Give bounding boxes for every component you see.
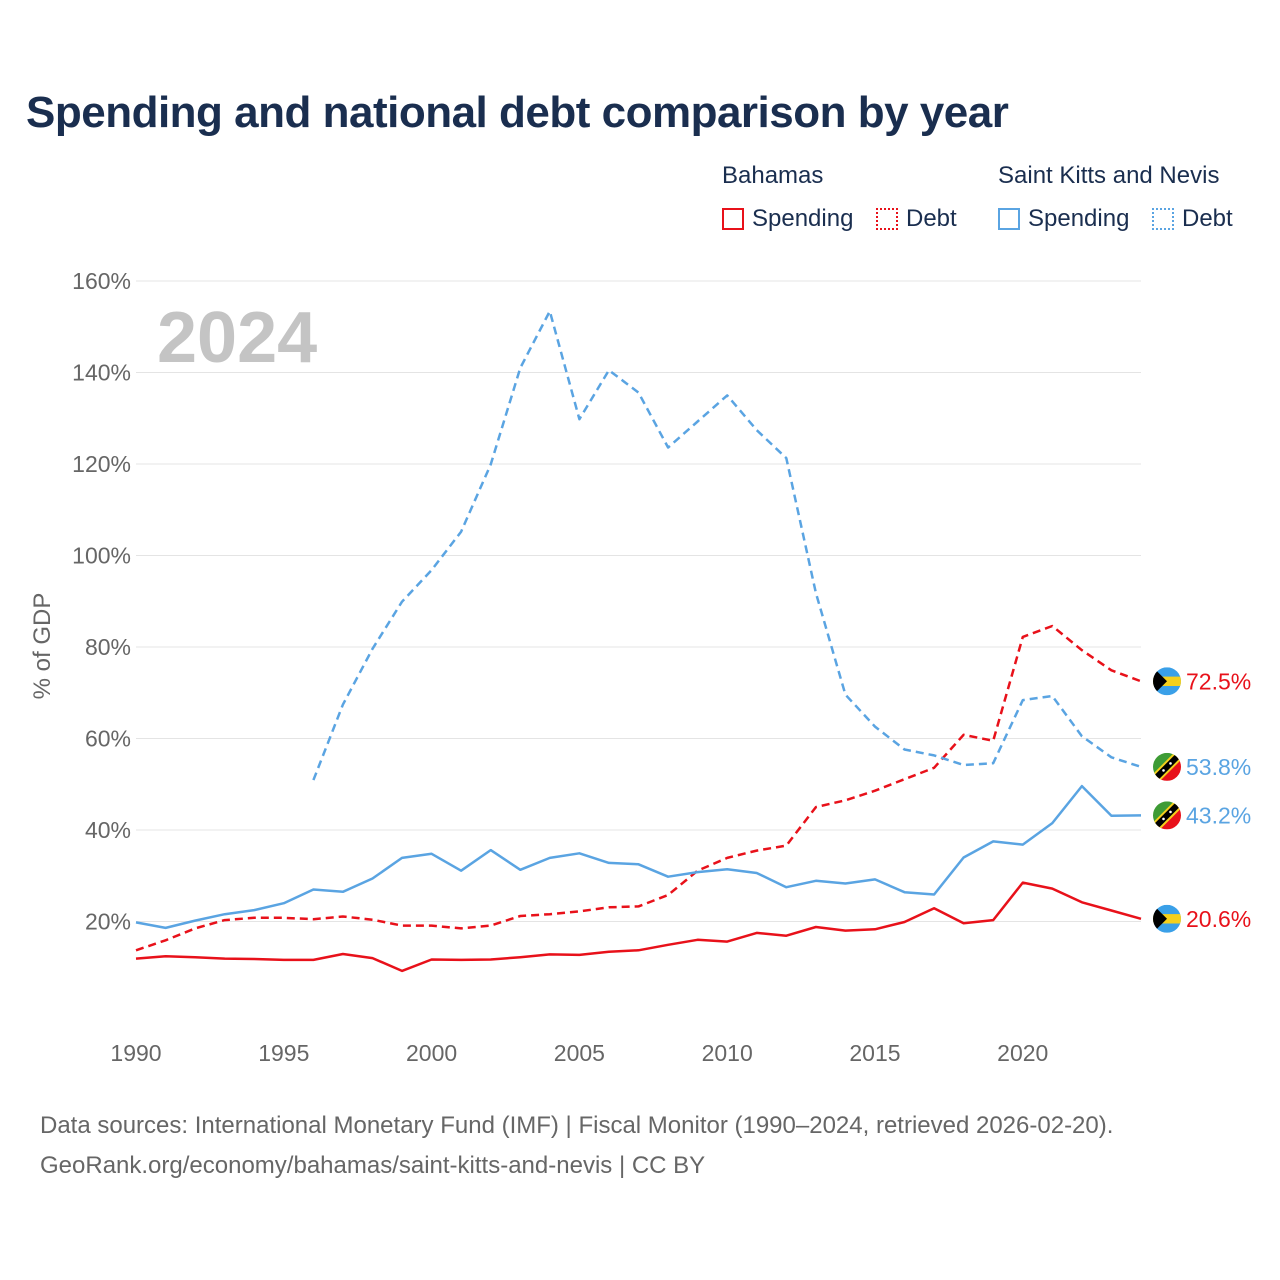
legend-item-skn-spending[interactable]: Spending: [998, 204, 1129, 234]
flag-icon-saint-kitts-and-nevis: [1151, 799, 1183, 831]
legend-label: Spending: [1028, 205, 1130, 232]
end-value-label: 72.5%: [1186, 668, 1251, 694]
legend-swatch-solid: [722, 208, 744, 230]
legend-label: Debt: [906, 205, 957, 232]
y-tick-label: 80%: [85, 634, 131, 660]
y-tick-label: 120%: [72, 451, 131, 477]
y-tick-label: 60%: [85, 726, 131, 752]
x-tick-label: 1990: [110, 1040, 161, 1066]
legend-item-skn-debt[interactable]: Debt: [1152, 204, 1233, 234]
series-line-bahamas-spending: [135, 881, 1142, 973]
legend-group-bahamas: Bahamas: [722, 162, 824, 189]
series-line-bahamas-debt: [135, 624, 1142, 952]
x-tick-label: 2000: [406, 1040, 457, 1066]
end-value-label: 43.2%: [1186, 802, 1251, 828]
x-tick-label: 2010: [702, 1040, 753, 1066]
source-line-1: Data sources: International Monetary Fun…: [40, 1112, 1114, 1139]
y-tick-label: 140%: [72, 360, 131, 386]
source-note: Data sources: International Monetary Fun…: [40, 1106, 1113, 1186]
end-value-label: 20.6%: [1186, 906, 1251, 932]
legend-item-bahamas-spending[interactable]: Spending: [722, 204, 853, 234]
legend-label: Spending: [752, 205, 854, 232]
x-tick-label: 2020: [997, 1040, 1048, 1066]
y-tick-label: 20%: [85, 909, 131, 935]
y-tick-label: 40%: [85, 817, 131, 843]
end-labels: 20.6% 72.5% 43.2% 53.8%: [1151, 667, 1251, 933]
legend-item-bahamas-debt[interactable]: Debt: [876, 204, 957, 234]
legend-group-saint-kitts-and-nevis: Saint Kitts and Nevis: [998, 162, 1220, 189]
flag-icon-saint-kitts-and-nevis: [1151, 751, 1183, 783]
source-line-2[interactable]: GeoRank.org/economy/bahamas/saint-kitts-…: [40, 1152, 706, 1179]
line-chart: 20% 40% 60% 80% 100% 120% 140% 160% 1990 1995 200…: [29, 268, 1251, 1066]
series-line-saint-kitts-and-nevis-debt: [312, 309, 1142, 781]
year-stamp: 2024: [157, 298, 317, 378]
legend-swatch-solid: [998, 208, 1020, 230]
series-lines: [135, 309, 1142, 973]
x-tick-label: 1995: [258, 1040, 309, 1066]
legend-swatch-dotted: [1152, 208, 1174, 230]
y-tick-label: 100%: [72, 543, 131, 569]
legend-swatch-dotted: [876, 208, 898, 230]
y-axis-ticks: 20% 40% 60% 80% 100% 120% 140% 160%: [72, 268, 131, 935]
flag-icon-bahamas: [1153, 905, 1181, 933]
grid-lines: [136, 280, 1141, 922]
x-axis-ticks: 1990 1995 2000 2005 2010 2015 2020: [110, 1040, 1048, 1066]
y-tick-label: 160%: [72, 268, 131, 294]
series-line-saint-kitts-and-nevis-spending: [135, 784, 1142, 930]
x-tick-label: 2015: [849, 1040, 900, 1066]
legend-label: Debt: [1182, 205, 1233, 232]
flag-icon-bahamas: [1153, 667, 1181, 695]
chart-title: Spending and national debt comparison by…: [26, 88, 1009, 137]
x-tick-label: 2005: [554, 1040, 605, 1066]
y-axis-label: % of GDP: [29, 593, 56, 700]
end-value-label: 53.8%: [1186, 754, 1251, 780]
